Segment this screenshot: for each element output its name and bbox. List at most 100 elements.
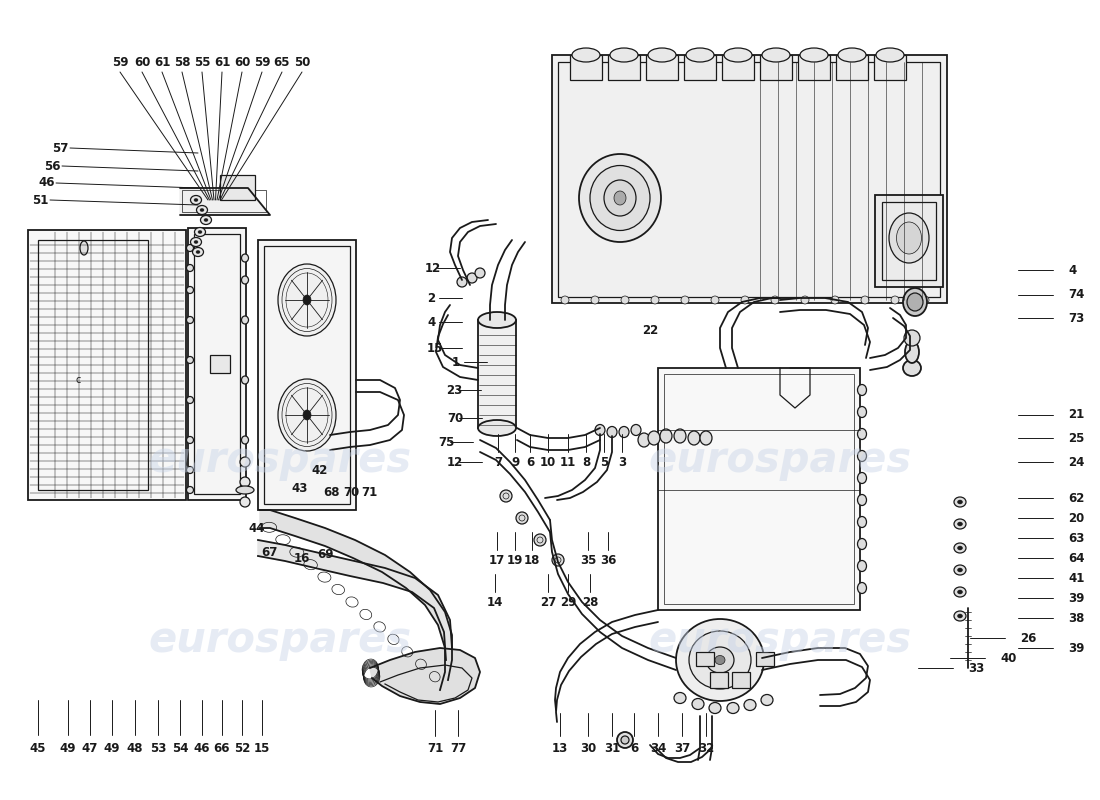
Ellipse shape (561, 296, 569, 304)
Text: 74: 74 (1068, 289, 1085, 302)
Text: 37: 37 (674, 742, 690, 754)
Ellipse shape (858, 494, 867, 506)
Ellipse shape (858, 582, 867, 594)
Text: 43: 43 (292, 482, 308, 494)
Text: 40: 40 (1000, 651, 1016, 665)
Ellipse shape (187, 357, 194, 363)
Text: 10: 10 (540, 455, 557, 469)
Text: 59: 59 (254, 55, 271, 69)
Ellipse shape (651, 296, 659, 304)
Text: 52: 52 (234, 742, 250, 754)
Ellipse shape (858, 517, 867, 527)
Bar (684, 55, 716, 80)
Polygon shape (260, 510, 452, 690)
Bar (188, 228, 246, 500)
Text: 53: 53 (150, 742, 166, 754)
Text: 63: 63 (1068, 531, 1085, 545)
Text: 56: 56 (44, 159, 60, 173)
Text: 32: 32 (697, 742, 714, 754)
Ellipse shape (688, 431, 700, 445)
Ellipse shape (187, 286, 194, 294)
Bar (39, 240, 148, 490)
Ellipse shape (604, 180, 636, 216)
Text: 68: 68 (323, 486, 340, 498)
Text: 55: 55 (194, 55, 210, 69)
Ellipse shape (858, 538, 867, 550)
Bar (696, 652, 714, 666)
Ellipse shape (761, 694, 773, 706)
Ellipse shape (302, 295, 311, 305)
Ellipse shape (858, 385, 867, 395)
Text: 64: 64 (1068, 551, 1085, 565)
Ellipse shape (478, 420, 516, 436)
Bar (756, 652, 774, 666)
Ellipse shape (187, 437, 194, 443)
Text: 54: 54 (172, 742, 188, 754)
Text: 70: 70 (343, 486, 360, 498)
Text: 33: 33 (968, 662, 984, 674)
Text: 38: 38 (1068, 611, 1085, 625)
Ellipse shape (617, 732, 632, 748)
Ellipse shape (240, 457, 250, 467)
Text: 17: 17 (488, 554, 505, 566)
Ellipse shape (957, 546, 962, 550)
Polygon shape (780, 368, 810, 408)
Text: 12: 12 (447, 455, 463, 469)
Ellipse shape (607, 426, 617, 438)
Bar (664, 374, 854, 604)
Text: 24: 24 (1068, 455, 1085, 469)
Text: 5: 5 (600, 455, 608, 469)
Text: 61: 61 (213, 55, 230, 69)
Ellipse shape (190, 195, 201, 205)
Ellipse shape (700, 431, 712, 445)
Ellipse shape (621, 296, 629, 304)
Text: 1: 1 (452, 355, 460, 369)
Ellipse shape (957, 522, 962, 526)
Ellipse shape (957, 568, 962, 572)
Text: 59: 59 (112, 55, 129, 69)
Ellipse shape (187, 486, 194, 494)
Text: 69: 69 (318, 549, 334, 562)
Ellipse shape (475, 268, 485, 278)
Bar (882, 202, 936, 280)
Ellipse shape (187, 466, 194, 474)
Text: 29: 29 (560, 595, 576, 609)
Text: 60: 60 (134, 55, 151, 69)
Bar (210, 355, 230, 373)
Text: eurospares: eurospares (648, 439, 912, 481)
Text: 28: 28 (582, 595, 598, 609)
Text: 8: 8 (582, 455, 590, 469)
Text: 18: 18 (524, 554, 540, 566)
Ellipse shape (278, 264, 336, 336)
Ellipse shape (724, 48, 752, 62)
Ellipse shape (194, 198, 198, 202)
Ellipse shape (858, 429, 867, 439)
Ellipse shape (954, 565, 966, 575)
Ellipse shape (674, 429, 686, 443)
Text: 25: 25 (1068, 431, 1085, 445)
Ellipse shape (744, 699, 756, 710)
Ellipse shape (858, 561, 867, 571)
Ellipse shape (591, 296, 600, 304)
Ellipse shape (468, 273, 477, 283)
Text: 16: 16 (294, 551, 310, 565)
Text: 20: 20 (1068, 511, 1085, 525)
Text: 49: 49 (59, 742, 76, 754)
Ellipse shape (631, 425, 641, 435)
Bar (658, 368, 860, 610)
Ellipse shape (240, 497, 250, 507)
Ellipse shape (858, 473, 867, 483)
Ellipse shape (187, 317, 194, 323)
Text: eurospares: eurospares (148, 439, 411, 481)
Text: 71: 71 (427, 742, 443, 754)
Text: 39: 39 (1068, 642, 1085, 654)
Text: 42: 42 (311, 463, 328, 477)
Ellipse shape (692, 698, 704, 710)
Ellipse shape (197, 206, 208, 214)
Ellipse shape (801, 296, 808, 304)
Text: 49: 49 (103, 742, 120, 754)
Ellipse shape (908, 293, 923, 311)
Ellipse shape (534, 534, 546, 546)
Ellipse shape (710, 702, 720, 714)
Bar (722, 55, 754, 80)
